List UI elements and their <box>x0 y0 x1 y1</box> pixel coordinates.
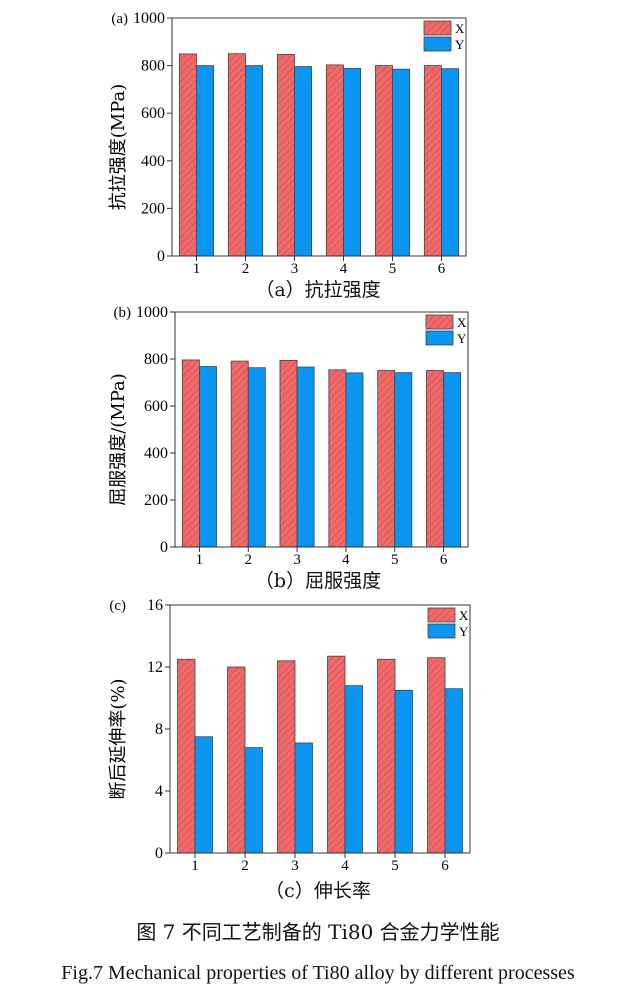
x-tick-label: 6 <box>441 858 449 874</box>
bar-y-2 <box>247 367 266 548</box>
bar-x-1 <box>181 359 200 548</box>
x-tick-label: 1 <box>193 261 201 277</box>
y-tick-label: 200 <box>141 200 165 217</box>
bar-y-6 <box>441 68 460 257</box>
bar-y-4 <box>344 685 363 854</box>
legend-swatch-y <box>427 623 456 639</box>
bar-y-3 <box>294 66 313 257</box>
bar-y-2 <box>245 65 264 257</box>
bar-y-4 <box>345 372 364 548</box>
x-tick-label: 4 <box>340 261 348 277</box>
plot-frame <box>169 604 471 854</box>
bar-y-2 <box>244 747 263 854</box>
legend-swatch-x <box>425 314 454 330</box>
y-tick-label: 400 <box>141 153 165 170</box>
panel-label: (c) <box>109 598 126 614</box>
x-tick-label: 4 <box>341 858 349 874</box>
y-axis-label: 抗拉强度(MPa) <box>108 84 129 211</box>
bar-x-2 <box>227 666 246 854</box>
bar-x-4 <box>327 655 346 854</box>
y-tick-label: 1000 <box>136 304 168 321</box>
bar-y-1 <box>196 65 215 257</box>
y-tick-label: 4 <box>155 783 163 800</box>
bar-x-2 <box>227 53 246 257</box>
x-tick-label: 2 <box>245 552 253 568</box>
bar-y-3 <box>296 366 315 548</box>
x-tick-label: 3 <box>293 552 301 568</box>
y-axis-label: 断后延伸率(%) <box>108 678 129 799</box>
y-tick-label: 400 <box>144 445 168 462</box>
bar-y-4 <box>343 68 362 257</box>
x-tick-label: 1 <box>196 552 204 568</box>
legend-swatch-x <box>423 20 452 36</box>
plot-frame <box>171 17 467 257</box>
legend-label-y: Y <box>457 331 467 346</box>
bar-x-6 <box>423 65 442 257</box>
x-tick-label: 5 <box>391 552 399 568</box>
bar-x-3 <box>277 660 296 854</box>
y-tick-label: 12 <box>147 659 163 676</box>
legend-label-x: X <box>459 608 469 623</box>
plot-frame <box>174 311 469 548</box>
legend-label-y: Y <box>459 624 469 639</box>
bar-x-4 <box>328 369 347 548</box>
y-tick-label: 8 <box>155 721 163 738</box>
panel-label: (b) <box>114 305 132 321</box>
y-tick-label: 0 <box>160 539 168 556</box>
bar-x-6 <box>426 370 444 548</box>
y-tick-label: 0 <box>155 845 163 862</box>
legend-swatch-y <box>425 330 454 346</box>
x-tick-label: 1 <box>191 858 199 874</box>
caption-b: （b）屈服强度 <box>254 570 382 592</box>
bar-x-1 <box>178 53 197 257</box>
x-tick-label: 3 <box>291 261 299 277</box>
figure-caption-cn: 图 7 不同工艺制备的 Ti80 合金力学性能 <box>136 920 500 944</box>
caption-c: （c）伸长率 <box>265 880 371 902</box>
x-tick-label: 6 <box>438 261 446 277</box>
bar-y-5 <box>394 689 413 854</box>
figure-caption-en: Fig.7 Mechanical properties of Ti80 allo… <box>61 962 575 984</box>
bar-y-3 <box>294 742 313 854</box>
bar-y-6 <box>444 688 463 854</box>
y-tick-label: 1000 <box>133 10 165 27</box>
x-tick-label: 6 <box>440 552 448 568</box>
bar-x-2 <box>230 360 249 548</box>
y-tick-label: 800 <box>141 58 165 75</box>
y-tick-label: 600 <box>144 398 168 415</box>
bar-y-5 <box>392 68 411 257</box>
y-tick-label: 200 <box>144 492 168 509</box>
x-tick-label: 2 <box>241 858 249 874</box>
bar-x-1 <box>177 658 196 854</box>
y-tick-label: 600 <box>141 105 165 122</box>
y-tick-label: 800 <box>144 351 168 368</box>
x-tick-label: 2 <box>242 261 250 277</box>
bar-y-1 <box>194 736 213 854</box>
x-tick-label: 3 <box>291 858 299 874</box>
y-axis-label: 屈服强度/(MPa) <box>108 373 129 506</box>
bar-x-4 <box>325 64 344 257</box>
bar-x-5 <box>377 658 396 854</box>
legend-label-x: X <box>455 21 465 36</box>
legend-swatch-x <box>427 607 456 623</box>
bar-x-3 <box>276 54 295 257</box>
y-tick-label: 16 <box>147 597 163 614</box>
bar-x-5 <box>377 370 396 548</box>
bar-x-6 <box>427 657 446 854</box>
bar-y-5 <box>394 372 413 548</box>
bar-y-6 <box>443 372 462 548</box>
bar-x-5 <box>374 65 393 257</box>
caption-a: （a）抗拉强度 <box>255 279 381 301</box>
x-tick-label: 5 <box>389 261 397 277</box>
x-tick-label: 5 <box>391 858 399 874</box>
bar-x-3 <box>279 360 298 548</box>
panel-label: (a) <box>111 11 128 27</box>
x-tick-label: 4 <box>342 552 350 568</box>
y-tick-label: 0 <box>157 248 165 265</box>
legend-label-y: Y <box>455 37 465 52</box>
legend-label-x: X <box>457 315 467 330</box>
legend-swatch-y <box>423 36 452 52</box>
bar-y-1 <box>199 366 217 548</box>
